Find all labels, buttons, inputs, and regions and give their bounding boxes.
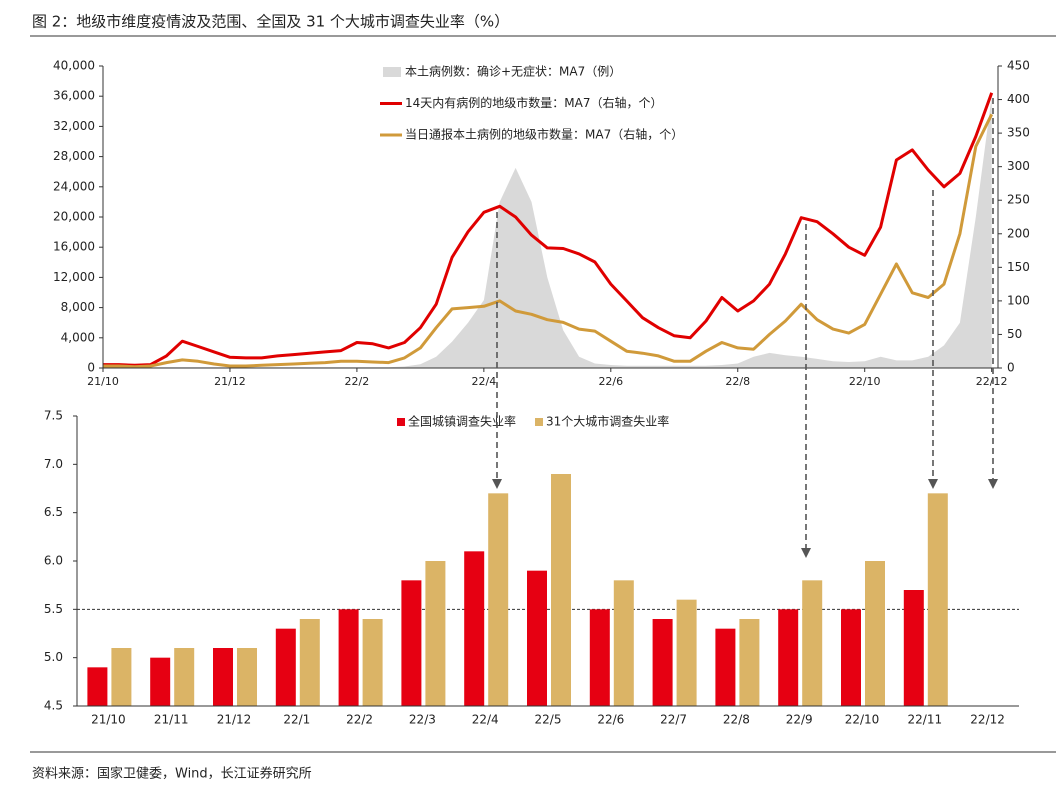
bar [903,590,924,706]
y-tick-label: 4.5 [44,699,63,713]
bar [111,648,132,706]
legend-label: 本土病例数：确诊+无症状：MA7（例） [405,64,621,79]
y-tick-label: 7.0 [44,457,63,471]
bar [715,628,736,706]
bar [425,561,446,706]
line [103,113,994,369]
y2-tick-label: 50 [1007,327,1022,341]
bar [676,599,697,706]
x-tick-label: 21/10 [91,713,126,727]
bar [841,609,861,706]
x-tick-label: 22/3 [409,713,436,727]
x-tick-label: 22/2 [345,375,370,388]
y2-tick-label: 300 [1007,159,1030,173]
y2-tick-label: 450 [1007,59,1030,73]
x-tick-label: 22/2 [346,713,373,727]
x-tick-label: 22/11 [908,713,943,727]
legend-label: 当日通报本土病例的地级市数量：MA7（右轴，个） [405,127,683,142]
x-tick-label: 22/6 [598,375,623,388]
bar [362,619,383,706]
y-tick-label: 5.0 [44,650,63,664]
y-tick-label: 16,000 [53,240,95,254]
line [103,92,994,367]
y-tick-label: 24,000 [53,179,95,193]
legend-label: 14天内有病例的地级市数量：MA7（右轴，个） [405,95,662,110]
bar [401,580,422,706]
y-tick-label: 28,000 [53,149,95,163]
y-tick-label: 7.5 [44,409,63,423]
x-tick-label: 22/9 [786,713,813,727]
y-tick-label: 32,000 [53,119,95,133]
y2-tick-label: 400 [1007,92,1030,106]
bar [802,580,823,706]
y-tick-label: 36,000 [53,89,95,103]
y-tick-label: 6.0 [44,554,63,568]
bar [237,648,257,706]
x-tick-label: 22/6 [597,713,624,727]
bar [87,667,108,706]
x-tick-label: 21/12 [217,713,252,727]
legend-label: 全国城镇调查失业率 [408,414,516,429]
legend-swatch [397,418,405,426]
bar [551,474,571,706]
x-tick-label: 22/7 [660,713,687,727]
source-note: 资料来源：国家卫健委，Wind，长江证券研究所 [32,766,312,782]
bar [338,609,359,706]
y2-tick-label: 150 [1007,260,1030,274]
bar [652,619,673,706]
x-tick-label: 22/1 [283,713,310,727]
y-tick-label: 4,000 [61,330,95,344]
bar [613,580,634,706]
x-tick-label: 22/10 [849,375,881,388]
y2-tick-label: 200 [1007,226,1030,240]
x-tick-label: 21/11 [154,713,189,727]
x-tick-label: 22/10 [845,713,880,727]
bar [527,570,547,706]
x-tick-label: 22/8 [723,713,750,727]
y2-tick-label: 250 [1007,193,1030,207]
x-tick-label: 22/4 [471,375,496,388]
y-tick-label: 6.5 [44,505,63,519]
bar [464,551,485,706]
bar [589,609,610,706]
annotation-arrows [492,98,998,558]
bar [865,561,885,706]
bar [299,619,320,706]
bar [275,628,296,706]
bar [927,493,948,706]
x-tick-label: 22/5 [535,713,562,727]
bar [778,609,799,706]
y-tick-label: 40,000 [53,59,95,73]
bar [739,619,760,706]
legend-swatch [383,67,401,77]
y2-tick-label: 0 [1007,361,1015,375]
x-tick-label: 22/12 [976,375,1008,388]
bar [488,493,509,706]
x-tick-label: 22/12 [970,713,1005,727]
y-tick-label: 12,000 [53,270,95,284]
x-tick-label: 21/12 [214,375,246,388]
bar [174,648,195,706]
y-tick-label: 8,000 [61,300,95,314]
bar [150,657,171,706]
x-tick-label: 22/8 [725,375,750,388]
y-tick-label: 5.5 [44,602,63,616]
legend-label: 31个大城市调查失业率 [546,414,669,429]
y2-tick-label: 100 [1007,293,1030,307]
area [103,96,992,368]
x-tick-label: 21/10 [87,375,119,388]
y-tick-label: 0 [87,361,95,375]
y-tick-label: 20,000 [53,210,95,224]
y2-tick-label: 350 [1007,126,1030,140]
bar [213,648,233,706]
figure-title: 图 2：地级市维度疫情波及范围、全国及 31 个大城市调查失业率（%） [32,13,509,31]
legend-swatch [535,418,543,426]
x-tick-label: 22/4 [472,713,499,727]
